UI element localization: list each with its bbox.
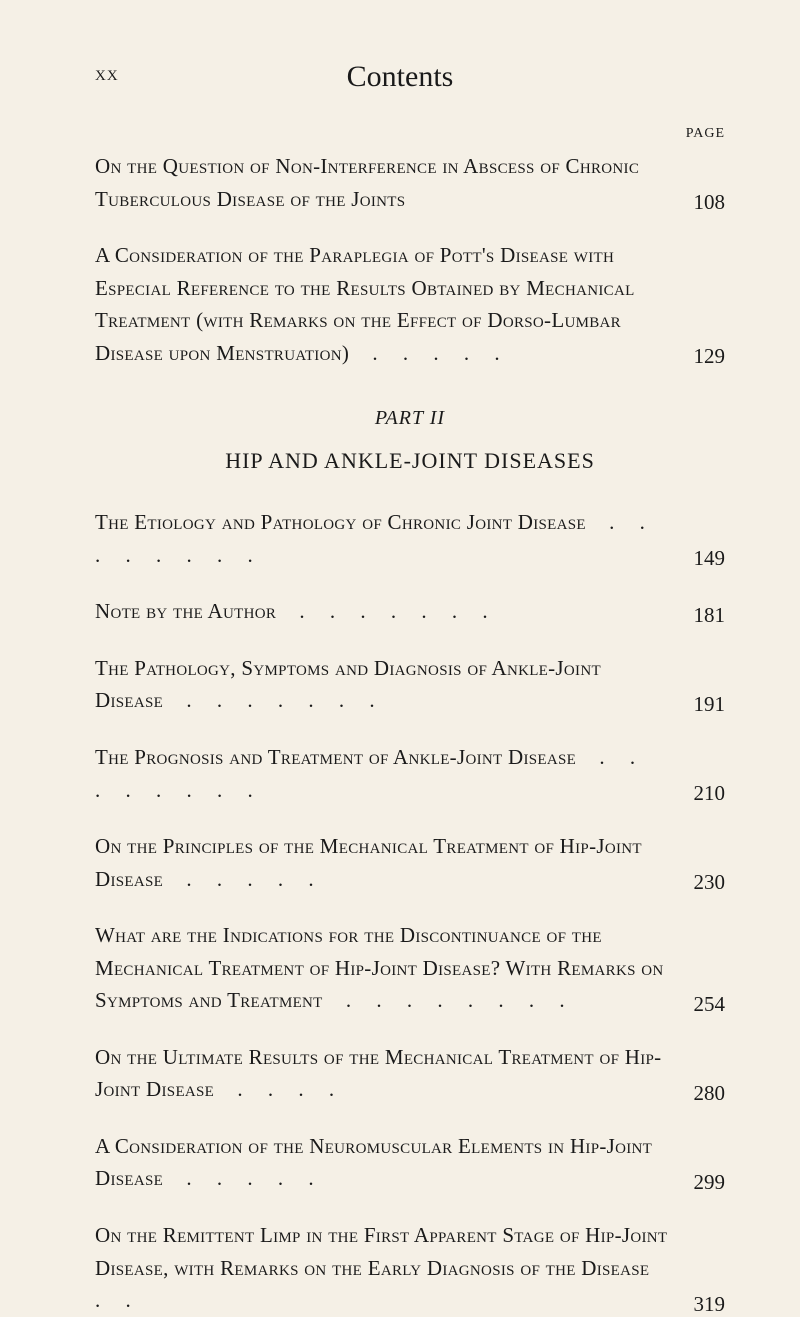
toc-entry: A Consideration of the Neuromuscular Ele… [95, 1130, 725, 1195]
toc-entry: What are the Indications for the Discont… [95, 919, 725, 1017]
toc-entry: A Consideration of the Paraplegia of Pot… [95, 239, 725, 369]
leader-dots: . . . . . [349, 341, 510, 365]
leader-dots: . . . . . . . [276, 599, 498, 623]
leader-dots: . . . . . . . [163, 688, 385, 712]
toc-entry-text: A Consideration of the Neuromuscular Ele… [95, 1130, 670, 1195]
toc-entry-text: Note by the Author . . . . . . . [95, 595, 670, 628]
leader-dots: . . . . . [163, 867, 324, 891]
toc-entry-text: On the Remittent Limp in the First Appar… [95, 1219, 670, 1317]
toc-entry-page: 108 [685, 190, 725, 215]
toc-entry-text: On the Principles of the Mechanical Trea… [95, 830, 670, 895]
toc-entry-page: 149 [685, 546, 725, 571]
toc-entry-page: 210 [685, 781, 725, 806]
toc-entry-page: 254 [685, 992, 725, 1017]
toc-entry: On the Ultimate Results of the Mechanica… [95, 1041, 725, 1106]
toc-entry: The Prognosis and Treatment of Ankle-Joi… [95, 741, 725, 806]
page-column-label: PAGE [95, 126, 725, 142]
toc-entry-text: A Consideration of the Paraplegia of Pot… [95, 239, 670, 369]
leader-dots: . . . . . [163, 1166, 324, 1190]
toc-entry: Note by the Author . . . . . . . 181 [95, 595, 725, 628]
toc-entry-page: 319 [685, 1292, 725, 1317]
toc-entry-page: 299 [685, 1170, 725, 1195]
part-label: PART II [95, 407, 725, 430]
toc-entry: On the Principles of the Mechanical Trea… [95, 830, 725, 895]
contents-title: Contents [347, 60, 454, 94]
toc-entry-page: 280 [685, 1081, 725, 1106]
toc-entry-page: 191 [685, 692, 725, 717]
toc-entry: The Pathology, Symptoms and Diagnosis of… [95, 652, 725, 717]
toc-entry-text: What are the Indications for the Discont… [95, 919, 670, 1017]
leader-dots: . . [95, 1256, 657, 1313]
leader-dots: . . . . . . . . [95, 745, 645, 802]
toc-entry-text: The Pathology, Symptoms and Diagnosis of… [95, 652, 670, 717]
toc-entry-page: 181 [685, 603, 725, 628]
toc-entry: On the Remittent Limp in the First Appar… [95, 1219, 725, 1317]
page-roman-numeral: xx [95, 60, 119, 86]
part2-entries: The Etiology and Pathology of Chronic Jo… [95, 506, 725, 1316]
toc-entry-text: On the Question of Non-Interference in A… [95, 150, 670, 215]
toc-entry: On the Question of Non-Interference in A… [95, 150, 725, 215]
section-title: HIP AND ANKLE-JOINT DISEASES [95, 448, 725, 474]
toc-entry: The Etiology and Pathology of Chronic Jo… [95, 506, 725, 571]
toc-entry-text: On the Ultimate Results of the Mechanica… [95, 1041, 670, 1106]
part1-entries: On the Question of Non-Interference in A… [95, 150, 725, 369]
toc-entry-page: 230 [685, 870, 725, 895]
header-row: xx Contents [95, 60, 725, 86]
toc-entry-text: The Etiology and Pathology of Chronic Jo… [95, 506, 670, 571]
toc-entry-text: The Prognosis and Treatment of Ankle-Joi… [95, 741, 670, 806]
leader-dots: . . . . . . . . [323, 988, 575, 1012]
leader-dots: . . . . . . . . [95, 510, 655, 567]
toc-entry-page: 129 [685, 344, 725, 369]
leader-dots: . . . . [214, 1077, 344, 1101]
